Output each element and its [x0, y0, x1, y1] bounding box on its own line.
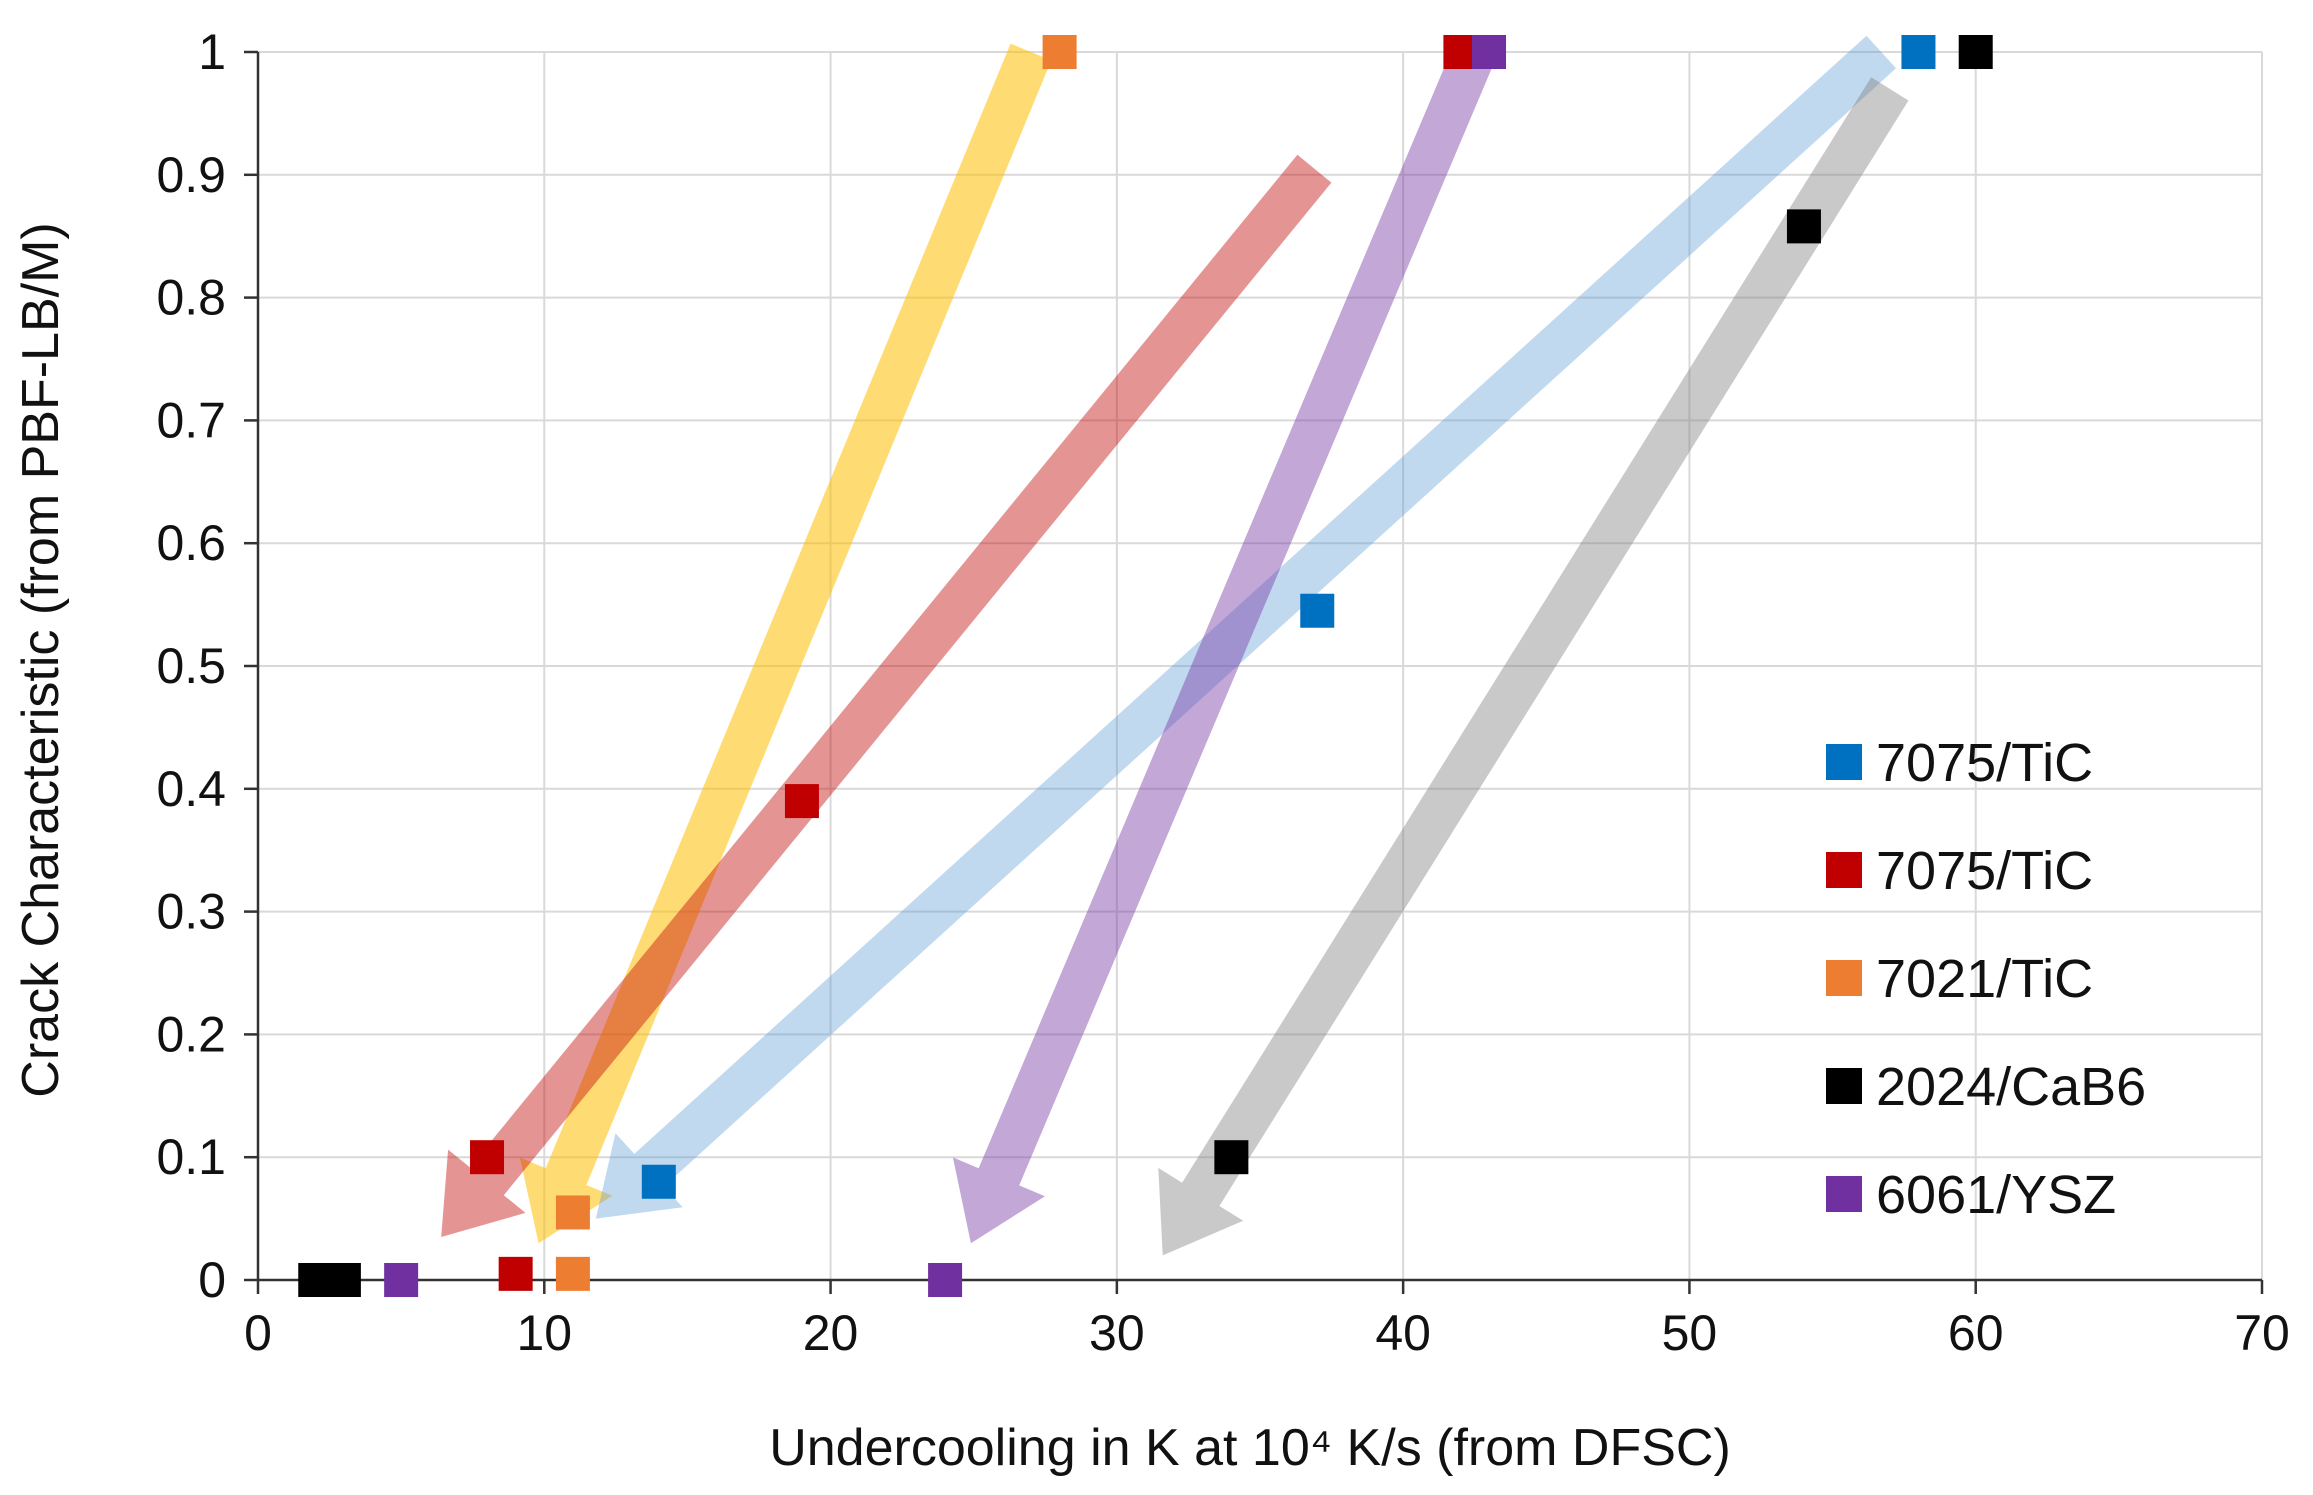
y-tick-label: 1 [198, 24, 226, 80]
axis-layer: 0 10 20 30 40 50 60 70 0 0.1 0.2 0.3 0.4 0.5 0.6 0.7 0.8… [156, 24, 2289, 1361]
legend-label: 7075/TiC [1876, 733, 2093, 793]
data-point-layer [298, 35, 1993, 1297]
y-tick-label: 0.1 [156, 1129, 226, 1185]
data-point [1214, 1140, 1249, 1175]
legend-label: 2024/CaB6 [1876, 1057, 2146, 1117]
y-tick-label: 0.6 [156, 515, 226, 571]
y-tick-label: 0.3 [156, 884, 226, 940]
legend-marker [1826, 1068, 1862, 1104]
data-point [784, 784, 819, 819]
y-tick-label: 0.4 [156, 761, 226, 817]
data-point [1958, 35, 1993, 69]
data-point [641, 1164, 676, 1199]
data-point [1443, 35, 1478, 69]
x-tick-label: 40 [1375, 1305, 1431, 1361]
data-point [1300, 593, 1335, 628]
legend-label: 6061/YSZ [1876, 1165, 2116, 1225]
x-axis-title: Undercooling in K at 10⁴ K/s (from DFSC) [769, 1419, 1731, 1477]
y-tick-label: 0.2 [156, 1006, 226, 1062]
data-point [470, 1140, 505, 1175]
data-point [1786, 209, 1821, 244]
legend: 7075/TiC 7075/TiC 7021/TiC 2024/CaB6 6061/YS… [1826, 733, 2146, 1225]
trend-arrow [519, 43, 1052, 1244]
data-point [298, 1263, 333, 1297]
data-point [498, 1256, 533, 1291]
legend-marker [1826, 744, 1862, 780]
data-point [1472, 35, 1507, 69]
grid-layer [258, 51, 2263, 1280]
trend-arrow [441, 154, 1332, 1238]
y-tick-label: 0 [198, 1252, 226, 1308]
data-point [326, 1263, 361, 1297]
legend-label: 7075/TiC [1876, 841, 2093, 901]
trend-arrow-layer [441, 35, 1909, 1256]
x-tick-label: 60 [1948, 1305, 2004, 1361]
data-point [555, 1195, 590, 1230]
x-tick-label: 30 [1089, 1305, 1145, 1361]
x-tick-label: 70 [2234, 1305, 2290, 1361]
y-tick-label: 0.7 [156, 392, 226, 448]
data-point [1901, 35, 1936, 69]
trend-arrow [1158, 77, 1909, 1256]
trend-arrow [952, 43, 1495, 1244]
y-tick-label: 0.8 [156, 270, 226, 326]
data-point [1042, 35, 1077, 69]
y-axis-title: Crack Characteristic (from PBF-LB/M) [12, 222, 70, 1097]
y-tick-label: 0.9 [156, 147, 226, 203]
x-tick-label: 10 [516, 1305, 572, 1361]
x-tick-label: 20 [803, 1305, 859, 1361]
data-point [384, 1263, 419, 1297]
legend-label: 7021/TiC [1876, 949, 2093, 1009]
x-tick-label: 0 [244, 1305, 272, 1361]
data-point [928, 1263, 963, 1297]
legend-marker [1826, 1176, 1862, 1212]
legend-marker [1826, 960, 1862, 996]
data-point [555, 1256, 590, 1291]
x-tick-label: 50 [1662, 1305, 1718, 1361]
legend-marker [1826, 852, 1862, 888]
y-tick-label: 0.5 [156, 638, 226, 694]
trend-arrow [595, 35, 1896, 1219]
